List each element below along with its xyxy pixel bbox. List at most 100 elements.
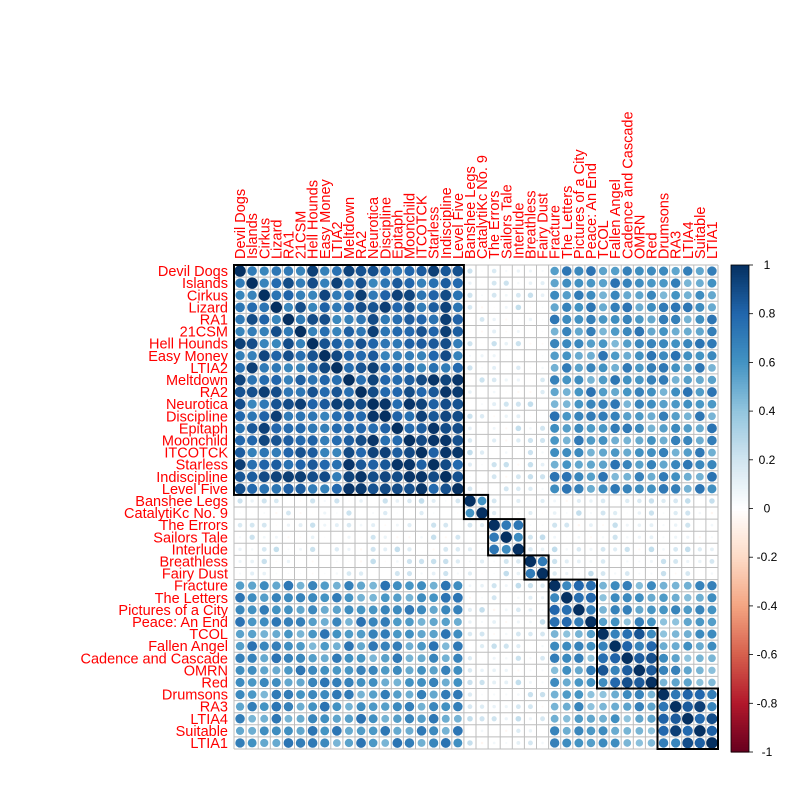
correlation-circle: [574, 702, 583, 711]
correlation-circle: [440, 484, 451, 495]
correlation-circle: [371, 547, 376, 552]
correlation-circle: [647, 606, 656, 615]
correlation-circle: [356, 290, 367, 301]
correlation-circle: [695, 339, 705, 349]
correlation-circle: [707, 339, 717, 349]
correlation-circle: [441, 581, 451, 591]
correlation-circle: [493, 573, 495, 575]
correlation-circle: [526, 569, 536, 579]
correlation-circle: [356, 666, 365, 675]
correlation-circle: [562, 327, 571, 336]
correlation-circle: [308, 399, 318, 409]
correlation-circle: [670, 725, 681, 736]
correlation-circle: [383, 498, 388, 503]
correlation-circle: [575, 364, 583, 372]
correlation-circle: [396, 536, 398, 538]
correlation-circle: [284, 581, 294, 591]
correlation-circle: [683, 387, 693, 397]
correlation-circle: [271, 484, 281, 494]
correlation-circle: [562, 303, 571, 312]
correlation-circle: [260, 691, 268, 699]
correlation-circle: [590, 536, 592, 538]
correlation-circle: [586, 266, 596, 276]
correlation-circle: [659, 472, 669, 482]
correlation-circle: [393, 690, 401, 698]
correlation-circle: [623, 593, 632, 602]
correlation-circle: [636, 582, 643, 589]
correlation-circle: [622, 665, 632, 675]
correlation-circle: [562, 279, 571, 288]
correlation-circle: [272, 726, 281, 735]
correlation-circle: [574, 424, 583, 433]
correlation-circle: [647, 279, 656, 288]
correlation-circle: [247, 266, 257, 276]
correlation-circle: [529, 343, 531, 345]
correlation-circle: [598, 472, 608, 482]
correlation-circle: [481, 464, 483, 466]
correlation-circle: [380, 278, 390, 288]
correlation-circle: [695, 363, 705, 373]
correlation-circle: [453, 738, 462, 747]
correlation-circle: [647, 412, 655, 420]
correlation-circle: [383, 511, 387, 515]
correlation-circle: [357, 691, 365, 699]
correlation-circle: [272, 448, 282, 458]
correlation-circle: [308, 666, 317, 675]
correlation-circle: [505, 584, 508, 587]
correlation-circle: [610, 677, 620, 687]
colorbar-tick-label: 0: [764, 502, 771, 516]
correlation-circle: [297, 703, 305, 711]
correlation-circle: [468, 584, 471, 587]
correlation-circle: [550, 424, 559, 433]
correlation-circle: [356, 278, 367, 289]
correlation-circle: [287, 548, 289, 550]
correlation-circle: [468, 523, 473, 528]
correlation-circle: [247, 448, 256, 457]
correlation-circle: [248, 690, 257, 699]
correlation-circle: [344, 351, 354, 361]
correlation-circle: [468, 608, 472, 612]
correlation-circle: [491, 341, 496, 346]
correlation-circle: [263, 536, 266, 539]
correlation-circle: [542, 306, 544, 308]
correlation-circle: [562, 460, 571, 469]
correlation-circle: [516, 704, 521, 709]
correlation-circle: [685, 523, 690, 528]
correlation-circle: [453, 435, 464, 446]
correlation-circle: [392, 399, 402, 409]
correlation-circle: [611, 291, 620, 300]
correlation-circle: [369, 678, 378, 687]
correlation-circle: [599, 388, 608, 397]
correlation-circle: [707, 630, 716, 639]
correlation-circle: [696, 327, 704, 335]
correlation-circle: [513, 520, 523, 530]
correlation-circle: [295, 447, 306, 458]
correlation-circle: [541, 451, 544, 454]
correlation-circle: [236, 678, 245, 687]
correlation-circle: [332, 327, 341, 336]
correlation-circle: [441, 363, 451, 373]
correlation-circle: [453, 471, 464, 482]
correlation-circle: [599, 691, 606, 698]
correlation-circle: [308, 593, 317, 602]
correlation-circle: [623, 266, 632, 275]
correlation-circle: [286, 511, 291, 516]
correlation-circle: [235, 435, 245, 445]
correlation-circle: [481, 367, 483, 369]
correlation-circle: [528, 547, 533, 552]
correlation-circle: [646, 677, 657, 688]
correlation-circle: [405, 618, 414, 627]
correlation-circle: [575, 352, 583, 360]
correlation-circle: [287, 560, 290, 563]
correlation-circle: [550, 738, 559, 747]
correlation-circle: [357, 727, 366, 736]
correlation-circle: [357, 582, 365, 590]
correlation-circle: [574, 315, 583, 324]
correlation-circle: [516, 366, 520, 370]
correlation-circle: [380, 423, 390, 433]
correlation-circle: [683, 460, 693, 470]
correlation-circle: [359, 499, 363, 503]
correlation-circle: [565, 548, 568, 551]
correlation-circle: [574, 375, 583, 384]
correlation-circle: [406, 654, 414, 662]
